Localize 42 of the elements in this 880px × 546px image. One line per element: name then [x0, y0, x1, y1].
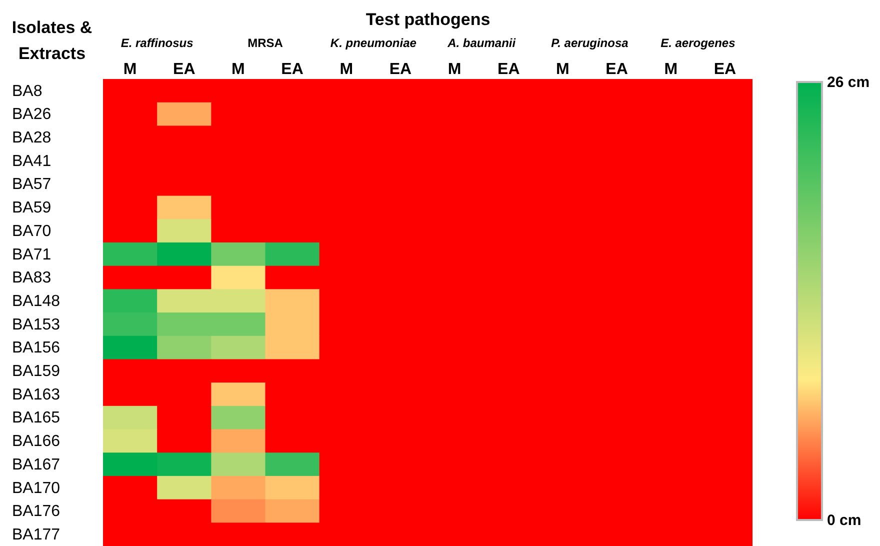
y-tick-label: BA167: [12, 456, 60, 474]
y-tick-label: BA176: [12, 503, 60, 520]
chart-title: Test pathogens: [366, 10, 490, 29]
text: K. pneumoniae: [330, 36, 417, 50]
x-tick-label: EA: [714, 61, 737, 78]
text: A. baumanii: [446, 36, 516, 50]
y-tick-label: BA177: [12, 526, 60, 544]
y-tick-label: BA170: [12, 480, 60, 497]
y-tick-label: BA163: [12, 386, 60, 404]
y-tick-label: BA57: [12, 176, 52, 194]
text: P. aeruginosa: [551, 36, 629, 50]
y-axis-title: Isolates & Extracts: [12, 18, 92, 63]
x-tick-label: EA: [389, 61, 412, 78]
y-tick-label: BA166: [12, 433, 60, 450]
y-tick-label: BA156: [12, 340, 60, 357]
x-tick-label: EA: [606, 61, 628, 78]
x-tick-label: M: [556, 61, 570, 78]
x-tick-label: EA: [173, 61, 196, 78]
y-tick-label: BA28: [12, 129, 52, 146]
x-tick-label: M: [123, 61, 137, 78]
x-tick-label: M: [448, 61, 462, 78]
x-tick-label: M: [232, 61, 245, 78]
x-tick-label: EA: [498, 61, 520, 78]
y-tick-label: BA8: [12, 82, 42, 100]
y-tick-label: BA59: [12, 200, 52, 217]
y-tick-label: BA41: [12, 152, 52, 170]
y-tick-label: BA70: [12, 222, 52, 240]
text: E. aerogenes: [660, 36, 736, 50]
y-tick-label: BA148: [12, 292, 60, 310]
y-tick-label: BA83: [12, 270, 52, 287]
y-tick-label: BA159: [12, 362, 60, 380]
x-tick-label: M: [340, 61, 354, 78]
x-tick-label: M: [664, 61, 678, 78]
y-tick-label: BA26: [12, 106, 52, 124]
text: E. raffinosus: [120, 36, 194, 50]
color-bar-label: 26 cm: [827, 74, 870, 91]
y-tick-label: BA165: [12, 410, 60, 427]
color-bar-label: 0 cm: [827, 512, 862, 529]
y-tick-label: BA153: [12, 316, 60, 334]
y-tick-label: BA71: [12, 246, 52, 264]
x-tick-label: EA: [281, 61, 304, 78]
text: MRSA: [248, 36, 284, 50]
